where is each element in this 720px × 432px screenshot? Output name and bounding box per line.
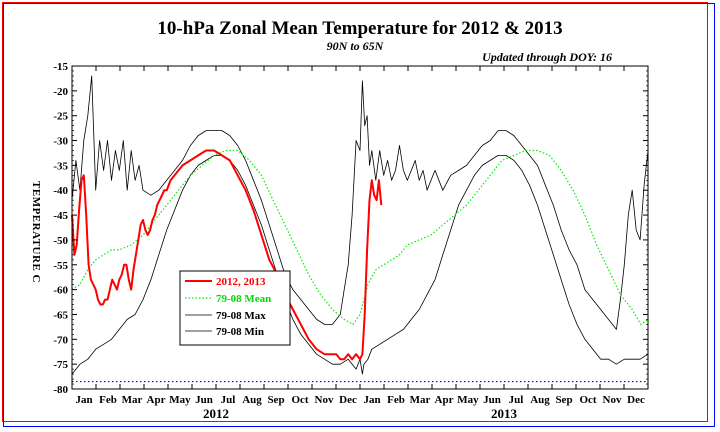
x-tick-label: Oct [579, 394, 596, 406]
x-tick-label: Aug [242, 394, 262, 406]
legend-label-mean: 79-08 Mean [216, 293, 271, 305]
series-line-1 [71, 149, 649, 325]
y-tick-label: -55 [53, 260, 68, 272]
x-tick-label: Feb [99, 394, 117, 406]
legend-label-current: 2012, 2013 [216, 276, 266, 288]
y-tick-label: -40 [53, 185, 68, 197]
x-tick-label: Jun [483, 394, 501, 406]
x-tick-label: Jun [195, 394, 213, 406]
x-tick-label: Nov [315, 394, 334, 406]
x-tick-label: Dec [627, 394, 645, 406]
legend-label-max: 79-08 Max [216, 310, 266, 322]
series-group [71, 75, 649, 383]
series-line-3 [71, 154, 649, 375]
x-tick-label: Apr [147, 394, 166, 406]
y-axis-label: TEMPERATURE C [30, 181, 42, 283]
x-tick-label: Aug [530, 394, 550, 406]
y-tick-label: -65 [53, 309, 68, 321]
legend-label-min: 79-08 Min [216, 326, 264, 338]
x-tick-label: Mar [410, 394, 431, 406]
y-tick-label: -20 [53, 86, 68, 98]
inner-frame [2, 2, 708, 422]
y-tick-label: -45 [53, 210, 68, 222]
series-line-2 [71, 75, 649, 330]
x-tick-label: Dec [339, 394, 357, 406]
series-line-0 [71, 149, 383, 361]
legend: 2012, 2013 79-08 Mean 79-08 Max 79-08 Mi… [179, 270, 291, 346]
x-tick-label: May [169, 394, 191, 406]
x-tick-label: Sep [555, 394, 572, 406]
outer-frame [3, 3, 715, 427]
x-tick-label: Oct [291, 394, 308, 406]
year-label: 2013 [491, 406, 518, 421]
year-label: 2012 [203, 406, 229, 421]
x-tick-label: May [457, 394, 479, 406]
y-tick-label: -35 [53, 160, 68, 172]
y-tick-label: -70 [53, 334, 68, 346]
plot-area [71, 65, 649, 390]
y-tick-label: -60 [53, 285, 68, 297]
axes-group: -80 -75 -70 -65 -60 -55 -50 -45 -40 -35 -30 -25 -20 -… [53, 61, 648, 421]
legend-box [179, 270, 291, 346]
y-tick-label: -80 [53, 384, 68, 396]
x-tick-label: Apr [435, 394, 454, 406]
x-tick-label: Nov [603, 394, 622, 406]
updated-note: Updated through DOY: 16 [482, 50, 612, 64]
chart-subtitle: 90N to 65N [327, 39, 385, 53]
x-tick-label: Feb [387, 394, 405, 406]
x-tick-label: Jan [75, 394, 92, 406]
x-tick-label: Jul [509, 394, 524, 406]
y-tick-label: -15 [53, 61, 68, 73]
x-tick-label: Sep [267, 394, 284, 406]
y-tick-label: -50 [53, 235, 68, 247]
chart-title: 10-hPa Zonal Mean Temperature for 2012 &… [157, 18, 562, 39]
y-tick-label: -75 [53, 359, 68, 371]
x-tick-label: Mar [122, 394, 143, 406]
y-tick-label: -25 [53, 111, 68, 123]
x-tick-label: Jan [363, 394, 380, 406]
x-tick-label: Jul [221, 394, 236, 406]
y-tick-label: -30 [53, 136, 68, 148]
